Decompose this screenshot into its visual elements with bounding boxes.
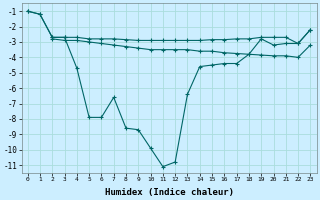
X-axis label: Humidex (Indice chaleur): Humidex (Indice chaleur) xyxy=(105,188,234,197)
